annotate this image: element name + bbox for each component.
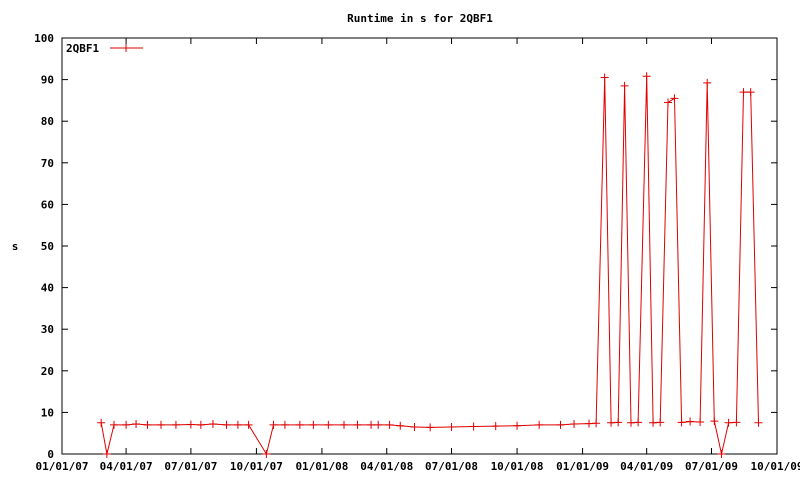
data-point — [244, 420, 253, 429]
y-tick-label: 60 — [41, 198, 54, 211]
data-point — [353, 420, 362, 429]
data-point — [186, 420, 195, 429]
data-point — [696, 417, 705, 426]
data-point — [143, 420, 152, 429]
data-point — [295, 420, 304, 429]
data-point — [620, 81, 629, 90]
data-point — [469, 422, 478, 431]
y-axis-label: s — [12, 240, 19, 253]
data-point — [156, 420, 165, 429]
data-point — [739, 88, 748, 97]
x-tick-label: 07/01/07 — [164, 460, 217, 473]
data-point — [102, 450, 111, 458]
y-tick-label: 40 — [41, 282, 54, 295]
data-point — [410, 422, 419, 431]
y-tick-label: 20 — [41, 365, 54, 378]
data-point — [627, 418, 636, 427]
data-point — [686, 417, 695, 426]
x-tick-label: 01/01/09 — [556, 460, 609, 473]
data-point — [513, 421, 522, 430]
data-point — [208, 420, 217, 429]
data-point — [340, 420, 349, 429]
data-point — [670, 94, 679, 103]
data-point — [592, 419, 601, 428]
data-point — [374, 420, 383, 429]
x-tick-label: 01/01/07 — [36, 460, 89, 473]
data-point — [703, 78, 712, 87]
data-point — [724, 418, 733, 427]
data-point — [584, 419, 593, 428]
data-point — [754, 418, 763, 427]
y-tick-label: 10 — [41, 406, 54, 419]
data-point — [385, 420, 394, 429]
data-point — [262, 450, 271, 458]
y-tick-label: 80 — [41, 115, 54, 128]
x-tick-label: 01/01/08 — [295, 460, 348, 473]
data-point — [367, 420, 376, 429]
data-point — [233, 420, 242, 429]
x-tick-label: 07/01/08 — [425, 460, 478, 473]
y-tick-label: 70 — [41, 157, 54, 170]
data-point — [710, 417, 719, 426]
data-point — [677, 418, 686, 427]
data-point — [717, 450, 726, 458]
series-2QBF1 — [97, 72, 763, 458]
legend-label-2QBF1: 2QBF1 — [66, 42, 99, 55]
y-tick-label: 30 — [41, 323, 54, 336]
x-tick-label: 10/01/07 — [230, 460, 283, 473]
x-tick-label: 10/01/08 — [491, 460, 544, 473]
data-point — [642, 72, 651, 81]
data-point — [535, 420, 544, 429]
data-point — [656, 418, 665, 427]
x-tick-label: 04/01/07 — [100, 460, 153, 473]
x-axis: 01/01/07 04/01/07 07/01/07 10/01/07 01/01/08… — [36, 38, 800, 473]
data-point — [664, 98, 673, 107]
data-point — [171, 420, 180, 429]
x-tick-label: 04/01/09 — [620, 460, 673, 473]
data-point — [324, 420, 333, 429]
data-point — [491, 422, 500, 431]
data-point — [570, 420, 579, 429]
x-tick-label: 07/01/09 — [685, 460, 738, 473]
series-line-2QBF1 — [100, 76, 759, 456]
y-tick-label: 0 — [47, 448, 54, 461]
y-axis: 0 10 20 30 40 50 60 70 80 90 100 — [34, 32, 777, 461]
data-point — [426, 423, 435, 432]
data-point — [97, 418, 106, 427]
legend: 2QBF1 — [66, 42, 143, 55]
data-point — [732, 418, 741, 427]
legend-swatch-marker — [122, 44, 130, 52]
data-point — [396, 421, 405, 430]
data-point — [122, 420, 131, 429]
data-point — [196, 420, 205, 429]
data-point — [222, 420, 231, 429]
data-point — [607, 418, 616, 427]
data-point — [109, 420, 118, 429]
data-point — [132, 420, 141, 429]
data-point — [634, 418, 643, 427]
data-point — [269, 420, 278, 429]
data-point — [746, 88, 755, 97]
data-point — [447, 422, 456, 431]
data-point — [614, 418, 623, 427]
data-point — [280, 420, 289, 429]
data-point — [556, 420, 565, 429]
x-tick-label: 10/01/09 — [751, 460, 800, 473]
y-tick-label: 100 — [34, 32, 54, 45]
data-point — [309, 420, 318, 429]
data-point — [600, 73, 609, 82]
y-tick-label: 90 — [41, 74, 54, 87]
plot-area — [61, 37, 778, 455]
y-tick-label: 50 — [41, 240, 54, 253]
x-tick-label: 04/01/08 — [360, 460, 413, 473]
chart-title: Runtime in s for 2QBF1 — [347, 12, 493, 25]
data-point — [649, 418, 658, 427]
